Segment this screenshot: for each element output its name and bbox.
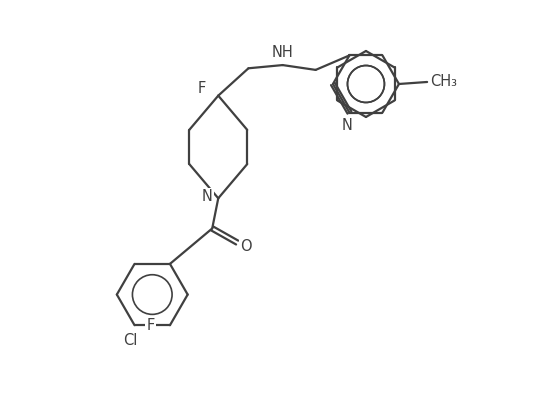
Text: F: F: [146, 318, 155, 333]
Text: O: O: [240, 239, 252, 254]
Text: CH₃: CH₃: [431, 75, 458, 89]
Text: NH: NH: [272, 45, 294, 60]
Text: F: F: [197, 81, 206, 96]
Bar: [313, 31, 419, 137]
Text: Cl: Cl: [123, 333, 138, 348]
Text: N: N: [342, 118, 353, 133]
Text: N: N: [201, 189, 212, 204]
